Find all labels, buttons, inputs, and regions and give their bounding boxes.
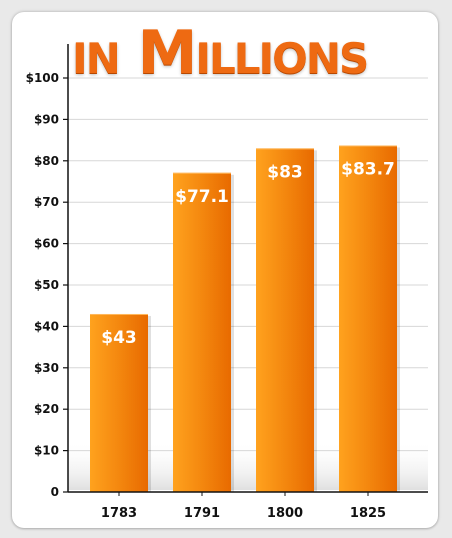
data-label: $83.7 <box>341 159 395 179</box>
chart-title: in Millions <box>72 18 369 88</box>
y-tick-label: $40 <box>34 319 59 333</box>
y-tick-label: $70 <box>34 195 59 209</box>
data-label: $83 <box>267 162 303 182</box>
y-tick-label: $80 <box>34 154 59 168</box>
x-tick-label: 1800 <box>267 506 303 521</box>
data-label: $43 <box>101 328 137 348</box>
y-tick-label: $10 <box>34 444 59 458</box>
x-tick-label: 1791 <box>184 506 220 521</box>
bar <box>339 145 397 492</box>
y-tick-label: 0 <box>51 485 59 499</box>
y-tick-label: $100 <box>26 71 59 85</box>
bar <box>256 148 314 492</box>
data-label: $77.1 <box>175 187 229 207</box>
x-tick-label: 1825 <box>350 506 386 521</box>
y-tick-label: $90 <box>34 112 59 126</box>
y-tick-label: $50 <box>34 278 59 292</box>
y-tick-label: $20 <box>34 402 59 416</box>
bar <box>90 313 148 492</box>
y-tick-label: $30 <box>34 361 59 375</box>
x-tick-label: 1783 <box>101 506 137 521</box>
bar <box>173 172 231 492</box>
y-tick-label: $60 <box>34 237 59 251</box>
